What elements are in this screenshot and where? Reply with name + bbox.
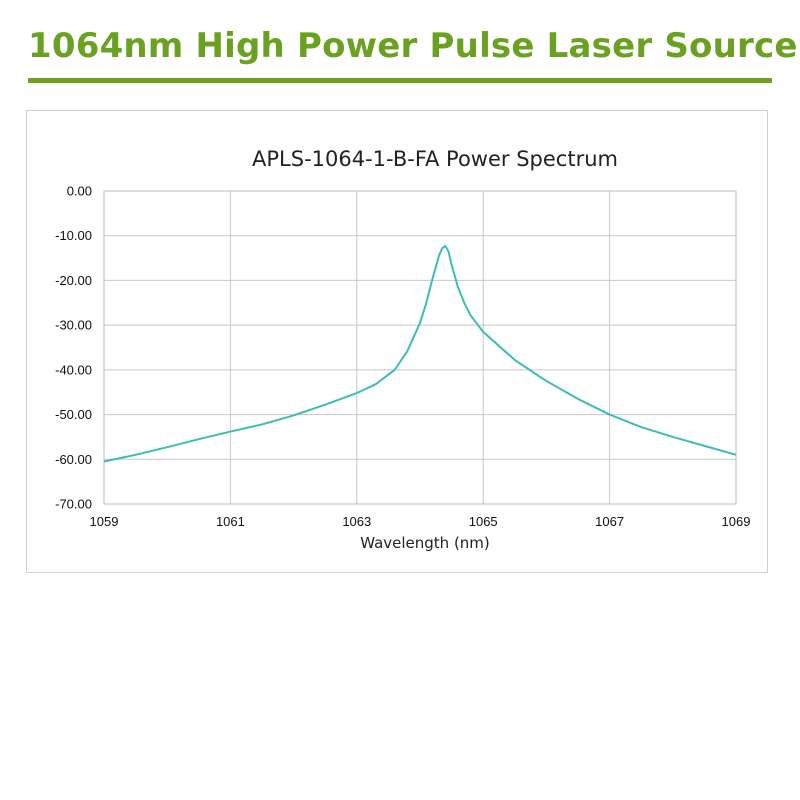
y-tick-label: -50.00 (55, 407, 92, 422)
grid-lines (103, 190, 737, 505)
y-tick-label: -30.00 (55, 318, 92, 333)
y-tick-label: -20.00 (55, 273, 92, 288)
x-tick-labels: 1059 1061 1063 1065 1067 1069 (90, 514, 751, 529)
y-tick-label: -10.00 (55, 228, 92, 243)
x-tick-label: 1061 (216, 514, 245, 529)
y-tick-label: -40.00 (55, 362, 92, 377)
chart-frame: 0.00 -10.00 -20.00 -30.00 -40.00 -50.00 -60.00… (26, 110, 768, 573)
x-tick-label: 1059 (90, 514, 119, 529)
y-tick-label: 0.00 (67, 184, 92, 199)
heading-divider (28, 78, 772, 83)
x-tick-label: 1065 (469, 514, 498, 529)
x-tick-label: 1069 (722, 514, 751, 529)
spectrum-series-line (103, 245, 737, 463)
x-axis-label: Wavelength (nm) (360, 534, 490, 552)
chart-title: APLS-1064-1-B-FA Power Spectrum (252, 147, 618, 171)
series-layer (103, 245, 737, 463)
x-tick-label: 1067 (595, 514, 624, 529)
y-tick-label: -60.00 (55, 452, 92, 467)
y-tick-label: -70.00 (55, 497, 92, 512)
y-tick-labels: 0.00 -10.00 -20.00 -30.00 -40.00 -50.00 -60.00… (55, 184, 92, 512)
spectrum-chart: 0.00 -10.00 -20.00 -30.00 -40.00 -50.00 -60.00… (55, 147, 751, 552)
x-tick-label: 1063 (342, 514, 371, 529)
plot-area-border (103, 190, 737, 505)
page-heading: 1064nm High Power Pulse Laser Source (28, 26, 798, 66)
